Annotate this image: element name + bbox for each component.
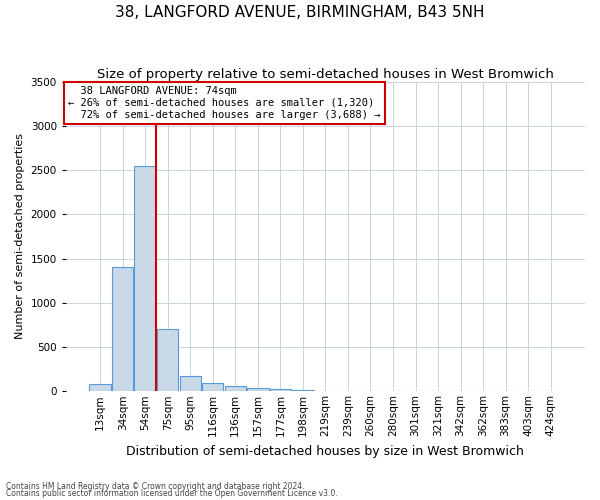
Text: 38, LANGFORD AVENUE, BIRMINGHAM, B43 5NH: 38, LANGFORD AVENUE, BIRMINGHAM, B43 5NH [115, 5, 485, 20]
Bar [247, 388, 269, 392]
Bar [269, 388, 291, 392]
X-axis label: Distribution of semi-detached houses by size in West Bromwich: Distribution of semi-detached houses by … [127, 444, 524, 458]
Bar [179, 376, 201, 392]
Title: Size of property relative to semi-detached houses in West Bromwich: Size of property relative to semi-detach… [97, 68, 554, 80]
Bar [202, 384, 223, 392]
Bar [112, 268, 133, 392]
Bar [292, 390, 314, 392]
Text: Contains public sector information licensed under the Open Government Licence v3: Contains public sector information licen… [6, 489, 338, 498]
Bar [157, 330, 178, 392]
Y-axis label: Number of semi-detached properties: Number of semi-detached properties [15, 134, 25, 340]
Text: 38 LANGFORD AVENUE: 74sqm
← 26% of semi-detached houses are smaller (1,320)
  72: 38 LANGFORD AVENUE: 74sqm ← 26% of semi-… [68, 86, 381, 120]
Bar [134, 166, 156, 392]
Bar [89, 384, 111, 392]
Bar [224, 386, 246, 392]
Text: Contains HM Land Registry data © Crown copyright and database right 2024.: Contains HM Land Registry data © Crown c… [6, 482, 305, 491]
